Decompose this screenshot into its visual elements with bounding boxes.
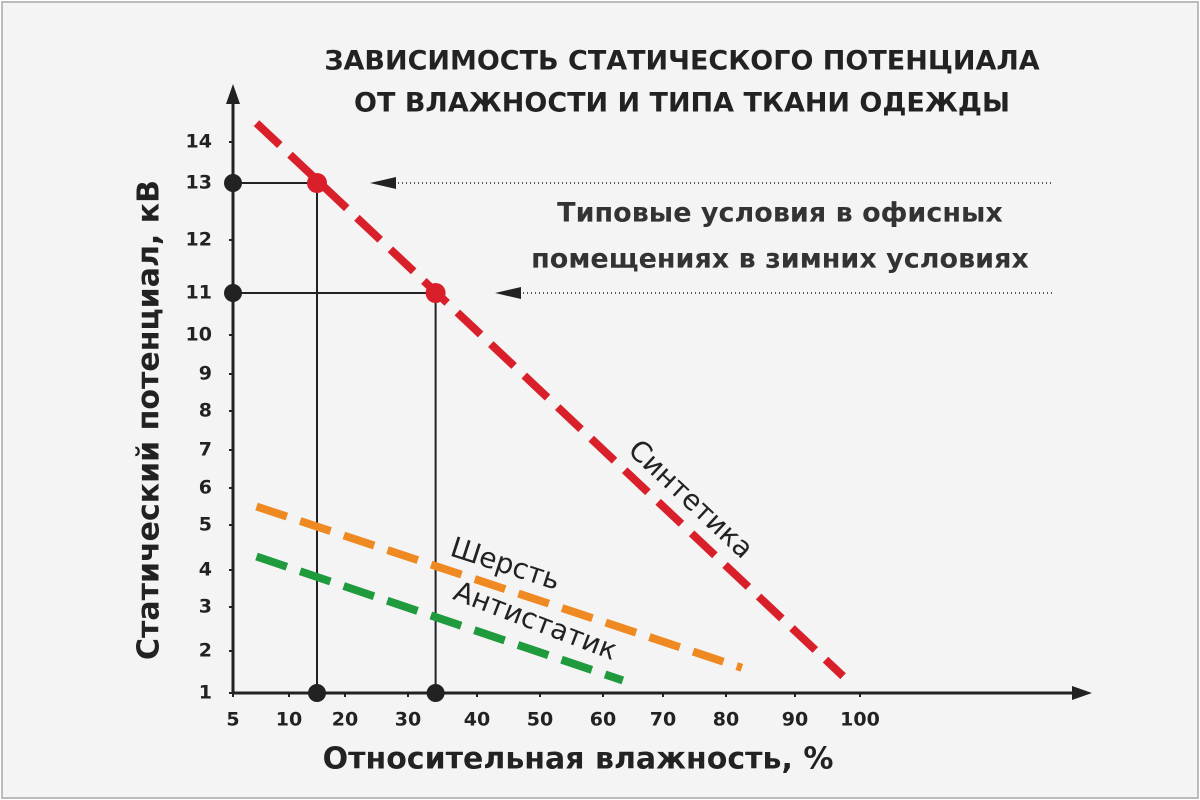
x-tick-label: 90 xyxy=(782,709,808,731)
annotation: помещениях в зимних условиях xyxy=(531,244,1029,275)
y-tick-label: 1 xyxy=(199,682,212,704)
x-axis-arrow xyxy=(1072,686,1092,700)
x-tick-label: 50 xyxy=(527,709,553,731)
y-tick-label: 14 xyxy=(186,131,212,153)
y-tick-label: 12 xyxy=(186,229,212,251)
y-tick-label: 3 xyxy=(199,596,212,618)
marked-point xyxy=(425,283,446,303)
y-tick-label: 8 xyxy=(199,400,212,422)
y-axis-label: Статический потенциал, кВ xyxy=(132,180,167,660)
x-tick-label: 10 xyxy=(276,709,302,731)
x-tick-label: 40 xyxy=(464,709,490,731)
y-tick-label: 13 xyxy=(186,172,212,194)
axis-dot xyxy=(426,684,445,702)
annotation: Типовые условия в офисных xyxy=(557,198,1003,229)
y-tick-label: 7 xyxy=(199,439,212,461)
x-tick-label: 80 xyxy=(713,709,739,731)
marked-point xyxy=(307,173,327,193)
y-tick-label: 10 xyxy=(186,324,212,346)
y-tick-label: 11 xyxy=(186,282,212,304)
x-tick-label: 30 xyxy=(395,709,421,731)
series-line xyxy=(255,552,625,685)
y-tick-label: 6 xyxy=(199,477,212,499)
chart-title: ЗАВИСИМОСТЬ СТАТИЧЕСКОГО ПОТЕНЦИАЛА xyxy=(324,46,1039,77)
x-tick-label: 70 xyxy=(650,709,676,731)
x-tick-label: 100 xyxy=(840,709,880,731)
series-line xyxy=(253,120,846,680)
chart-title: ОТ ВЛАЖНОСТИ И ТИПА ТКАНИ ОДЕЖДЫ xyxy=(354,88,1010,119)
y-tick-label: 9 xyxy=(199,363,212,385)
series-line xyxy=(255,502,744,672)
pointer-arrow xyxy=(495,287,521,299)
y-axis-arrow xyxy=(226,84,240,104)
y-tick-label: 2 xyxy=(199,640,212,662)
axis-dot xyxy=(224,284,242,302)
pointer-arrow xyxy=(370,177,396,189)
y-tick-label: 4 xyxy=(199,559,212,581)
axis-dot xyxy=(308,684,326,702)
axis-dot xyxy=(224,174,242,192)
x-tick-label: 5 xyxy=(226,709,239,731)
x-tick-label: 60 xyxy=(590,709,616,731)
y-tick-label: 5 xyxy=(199,514,212,536)
x-axis-label: Относительная влажность, % xyxy=(323,742,834,777)
x-tick-label: 20 xyxy=(332,709,358,731)
